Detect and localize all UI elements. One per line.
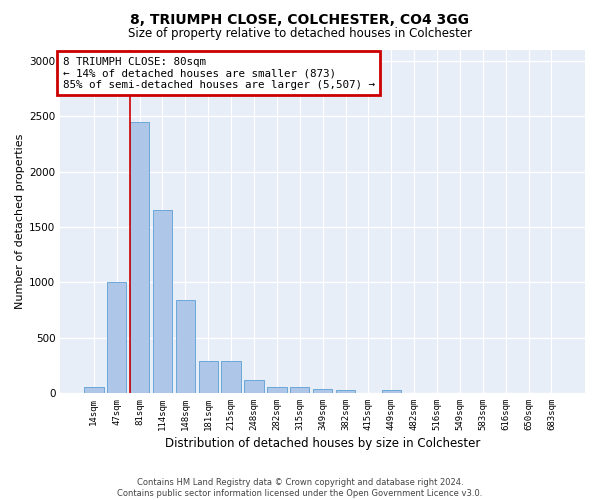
Bar: [107, 282, 127, 393]
Text: 8 TRIUMPH CLOSE: 80sqm
← 14% of detached houses are smaller (873)
85% of semi-de: 8 TRIUMPH CLOSE: 80sqm ← 14% of detached…: [63, 57, 375, 90]
Bar: [382, 390, 401, 393]
Y-axis label: Number of detached properties: Number of detached properties: [15, 134, 25, 309]
Bar: [84, 387, 104, 393]
Bar: [336, 390, 355, 393]
Text: 8, TRIUMPH CLOSE, COLCHESTER, CO4 3GG: 8, TRIUMPH CLOSE, COLCHESTER, CO4 3GG: [131, 12, 470, 26]
Bar: [176, 300, 195, 393]
Bar: [199, 361, 218, 393]
Bar: [290, 388, 310, 393]
X-axis label: Distribution of detached houses by size in Colchester: Distribution of detached houses by size …: [165, 437, 481, 450]
Text: Size of property relative to detached houses in Colchester: Size of property relative to detached ho…: [128, 28, 472, 40]
Bar: [244, 380, 264, 393]
Bar: [221, 361, 241, 393]
Text: Contains HM Land Registry data © Crown copyright and database right 2024.
Contai: Contains HM Land Registry data © Crown c…: [118, 478, 482, 498]
Bar: [313, 388, 332, 393]
Bar: [153, 210, 172, 393]
Bar: [130, 122, 149, 393]
Bar: [267, 387, 287, 393]
